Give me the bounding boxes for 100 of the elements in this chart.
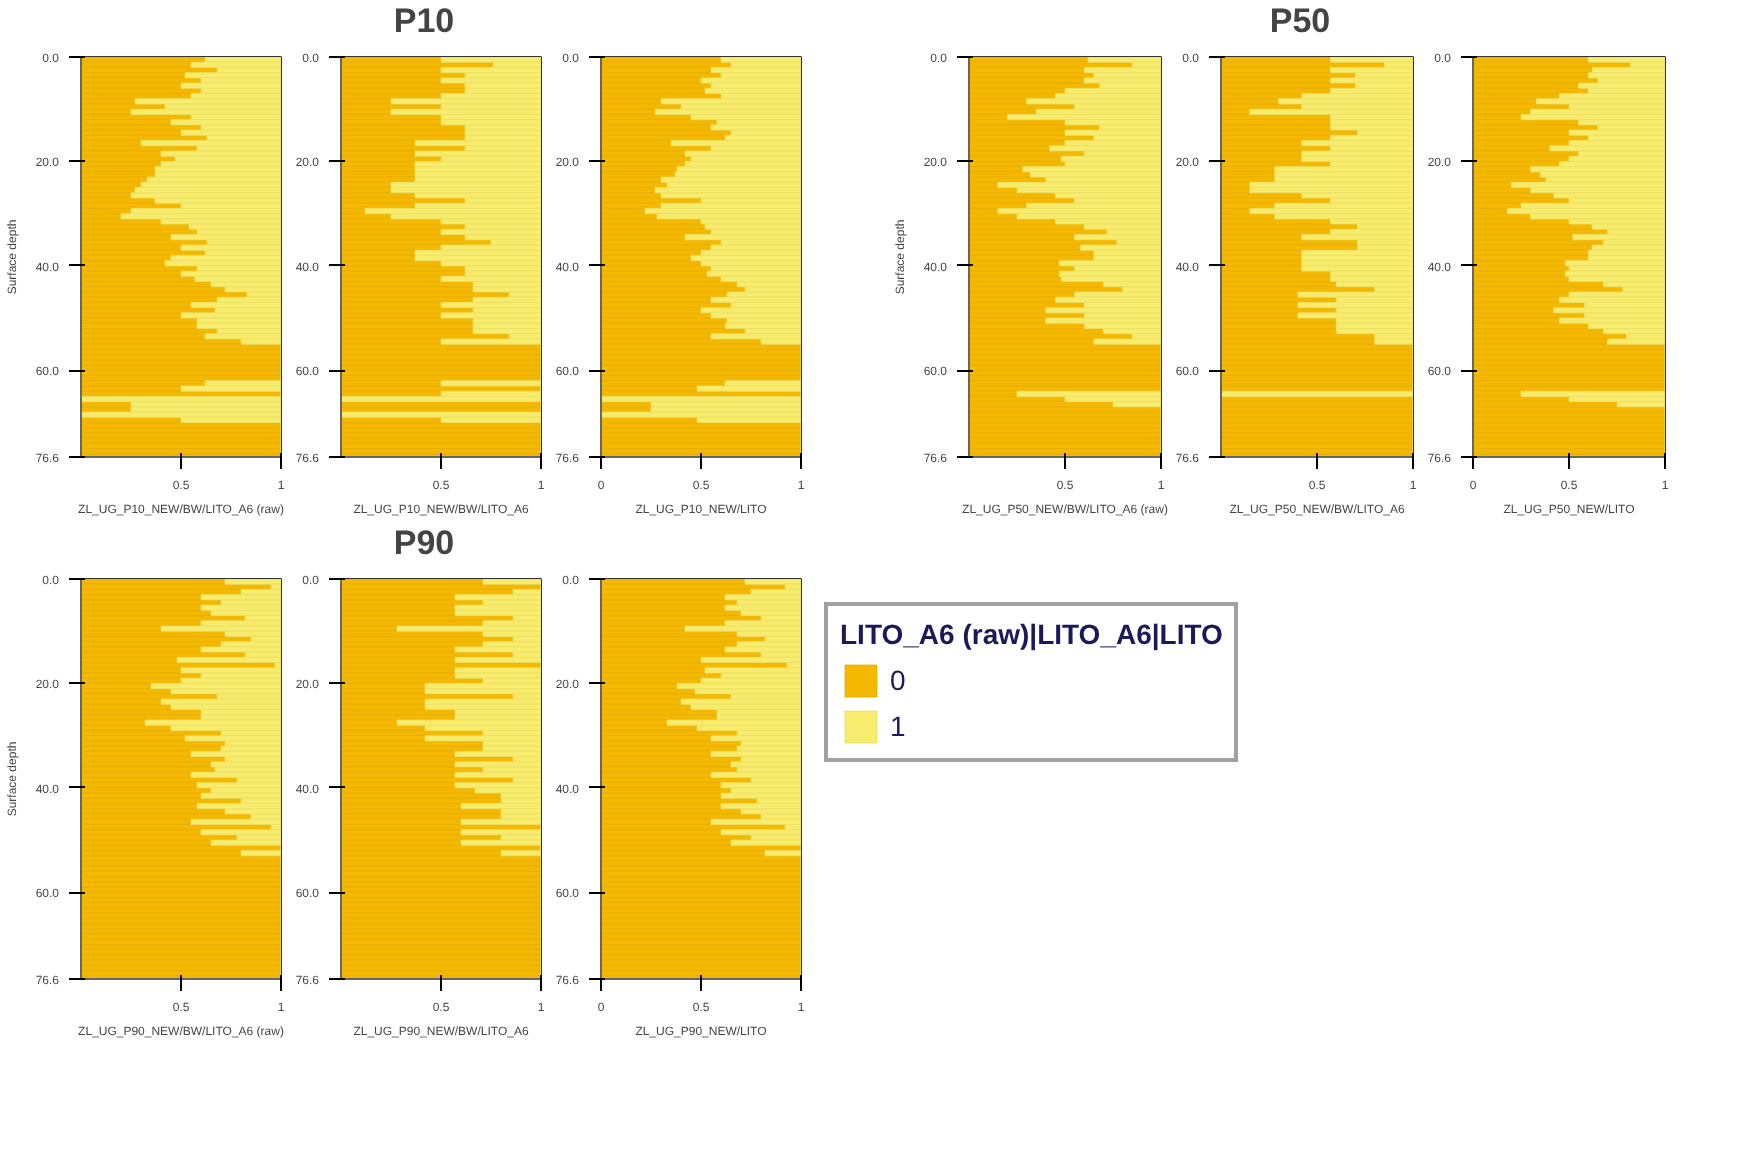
- bar: [500, 850, 541, 857]
- bar: [684, 625, 801, 632]
- bar: [1026, 98, 1161, 105]
- bar: [1297, 291, 1413, 298]
- bar: [1587, 57, 1665, 63]
- bar: [130, 108, 281, 115]
- bar: [1060, 275, 1161, 282]
- bar: [396, 625, 541, 632]
- bar: [414, 140, 541, 147]
- bar: [1473, 176, 1547, 183]
- bar: [396, 719, 541, 726]
- bar: [1079, 244, 1161, 251]
- bar: [1301, 234, 1413, 241]
- bar: [1374, 338, 1413, 345]
- bar: [472, 286, 541, 293]
- bar: [240, 850, 281, 857]
- bar: [454, 656, 541, 663]
- bar: [700, 656, 801, 663]
- bar: [460, 818, 541, 825]
- bar: [200, 646, 281, 653]
- bar: [454, 609, 541, 616]
- bar: [176, 656, 281, 663]
- bar: [81, 396, 281, 403]
- bar: [1335, 281, 1413, 288]
- bar: [160, 625, 281, 632]
- bar: [1568, 275, 1665, 282]
- bar: [454, 672, 541, 679]
- bar: [144, 719, 281, 726]
- bar: [744, 579, 801, 585]
- legend-title: LITO_A6 (raw)|LITO_A6|LITO: [840, 618, 1223, 650]
- bar: [724, 646, 801, 653]
- bar: [160, 150, 281, 157]
- bar: [472, 328, 541, 335]
- bar: [140, 140, 281, 147]
- bar: [710, 333, 801, 340]
- bar: [1607, 338, 1665, 345]
- bar: [969, 82, 1100, 89]
- bar: [1221, 390, 1413, 397]
- bar: [460, 803, 541, 810]
- bar: [601, 411, 801, 418]
- chart-title: P50: [1267, 0, 1333, 44]
- bar: [969, 176, 1047, 183]
- bar: [414, 150, 541, 157]
- bar: [601, 813, 762, 820]
- bar: [454, 761, 541, 768]
- bar: [424, 735, 541, 742]
- bar: [666, 719, 801, 726]
- bar: [764, 850, 801, 857]
- bar: [190, 771, 281, 778]
- bar: [1074, 234, 1161, 241]
- bar: [440, 338, 541, 345]
- bar: [660, 192, 801, 199]
- bar: [1520, 114, 1665, 121]
- bar: [190, 750, 281, 757]
- bar: [390, 98, 541, 105]
- bar: [440, 57, 541, 63]
- bar: [81, 411, 281, 418]
- bar: [190, 818, 281, 825]
- bar: [1093, 338, 1161, 345]
- bar: [969, 197, 1075, 204]
- bar: [1330, 124, 1413, 131]
- bar: [969, 385, 1161, 392]
- bar: [601, 651, 762, 658]
- bar: [1297, 312, 1413, 319]
- bar: [454, 782, 541, 789]
- legend-label: 1: [890, 710, 908, 742]
- bar: [710, 771, 801, 778]
- bar: [1473, 385, 1665, 392]
- chart-title: P10: [391, 0, 457, 44]
- bar: [440, 380, 541, 387]
- bar: [710, 818, 801, 825]
- bar: [1049, 145, 1161, 152]
- bar: [341, 176, 416, 183]
- bar: [454, 646, 541, 653]
- bar: [1335, 328, 1413, 335]
- bar: [180, 385, 281, 392]
- bar: [134, 98, 281, 105]
- bar: [482, 579, 541, 585]
- bar: [341, 411, 541, 418]
- bar: [454, 750, 541, 757]
- bar: [601, 396, 801, 403]
- bar: [696, 385, 801, 392]
- bar: [1330, 57, 1413, 63]
- bar: [1221, 176, 1276, 183]
- bar: [1249, 108, 1413, 115]
- bar: [720, 57, 801, 63]
- bar: [1221, 385, 1413, 392]
- bar: [341, 396, 541, 403]
- bar: [204, 333, 281, 340]
- bar: [1473, 197, 1570, 204]
- bar: [454, 771, 541, 778]
- bar: [1087, 57, 1161, 63]
- bar: [1221, 244, 1358, 251]
- bar: [224, 579, 281, 585]
- bar: [180, 667, 281, 674]
- bar: [440, 312, 541, 319]
- chart-title: P90: [391, 522, 457, 566]
- bar: [81, 813, 252, 820]
- bar: [1330, 77, 1413, 84]
- legend-label: 0: [890, 664, 908, 696]
